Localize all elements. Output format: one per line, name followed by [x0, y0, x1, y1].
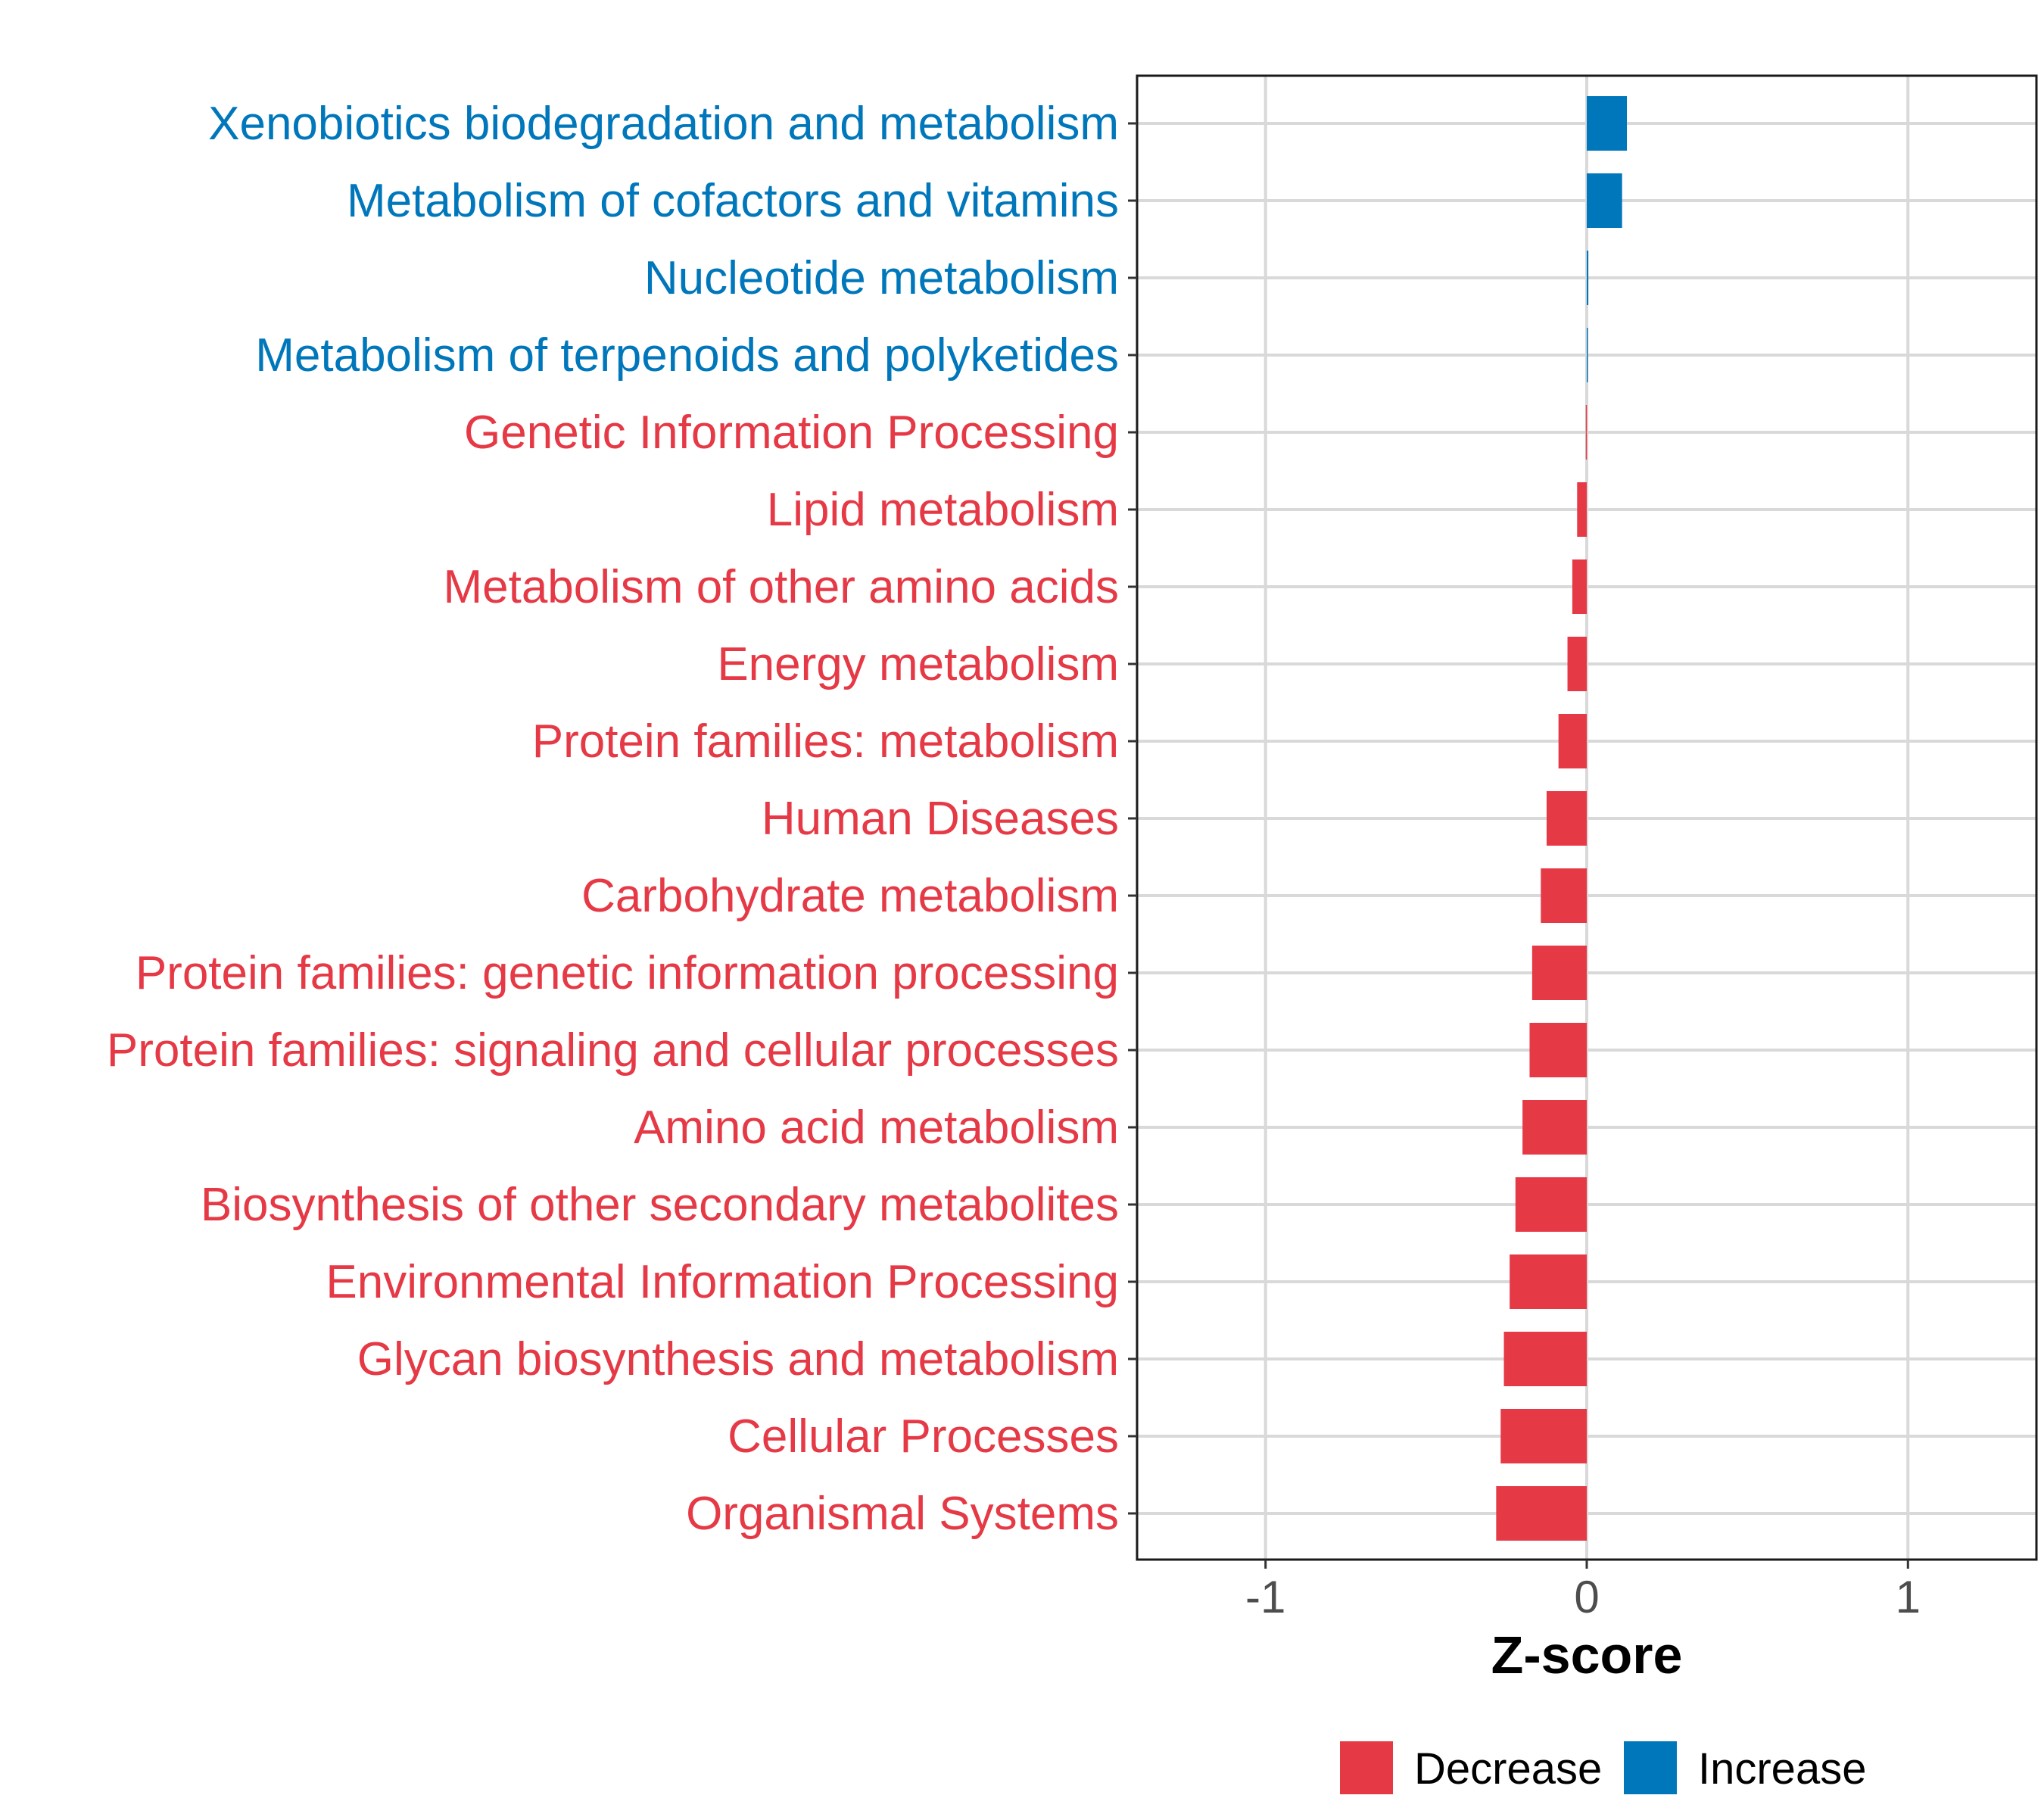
- bar: [1587, 251, 1589, 305]
- legend: Decrease Increase: [1340, 1741, 1866, 1794]
- bar: [1577, 482, 1587, 537]
- category-label: Energy metabolism: [717, 638, 1119, 690]
- x-axis-ticks: [1264, 1560, 1909, 1569]
- bar: [1541, 868, 1587, 923]
- x-tick-label: 0: [1574, 1572, 1599, 1622]
- category-label: Nucleotide metabolism: [644, 252, 1119, 304]
- bar: [1510, 1254, 1587, 1309]
- y-axis-ticks: [1128, 122, 1137, 1515]
- category-label: Metabolism of cofactors and vitamins: [347, 175, 1119, 227]
- bar: [1587, 173, 1622, 228]
- y-axis-labels: Xenobiotics biodegradation and metabolis…: [107, 98, 1119, 1540]
- bar: [1546, 791, 1587, 846]
- bar: [1587, 328, 1588, 382]
- bar: [1500, 1409, 1587, 1463]
- category-label: Xenobiotics biodegradation and metabolis…: [208, 98, 1119, 150]
- category-label: Lipid metabolism: [767, 484, 1119, 536]
- x-tick-label: -1: [1245, 1572, 1285, 1622]
- bar: [1503, 1332, 1587, 1386]
- legend-swatch: [1624, 1741, 1677, 1794]
- category-label: Protein families: genetic information pr…: [136, 947, 1119, 999]
- bars: [1496, 96, 1628, 1541]
- category-label: Protein families: metabolism: [532, 715, 1119, 768]
- bar: [1587, 96, 1628, 151]
- bar: [1496, 1486, 1587, 1541]
- bar: [1531, 946, 1587, 1000]
- category-label: Amino acid metabolism: [634, 1102, 1119, 1154]
- category-label: Metabolism of other amino acids: [443, 561, 1119, 613]
- bar: [1522, 1100, 1587, 1155]
- bar: [1572, 559, 1587, 614]
- bar: [1567, 637, 1587, 691]
- category-label: Environmental Information Processing: [326, 1256, 1119, 1308]
- category-label: Genetic Information Processing: [464, 407, 1119, 459]
- legend-label: Increase: [1698, 1744, 1866, 1794]
- x-tick-label: 1: [1896, 1572, 1921, 1622]
- bar: [1515, 1177, 1587, 1232]
- legend-label: Decrease: [1414, 1744, 1602, 1794]
- bar: [1529, 1023, 1587, 1077]
- category-label: Glycan biosynthesis and metabolism: [357, 1333, 1119, 1385]
- bar: [1585, 405, 1588, 460]
- category-label: Cellular Processes: [728, 1410, 1119, 1463]
- category-label: Biosynthesis of other secondary metaboli…: [201, 1179, 1119, 1231]
- category-label: Organismal Systems: [686, 1488, 1119, 1540]
- legend-swatch: [1340, 1741, 1393, 1794]
- category-label: Human Diseases: [762, 793, 1119, 845]
- category-label: Carbohydrate metabolism: [581, 870, 1119, 922]
- bar: [1558, 714, 1587, 768]
- category-label: Metabolism of terpenoids and polyketides: [255, 329, 1119, 382]
- x-axis-labels: -1 0 1: [1245, 1572, 1921, 1622]
- category-label: Protein families: signaling and cellular…: [107, 1024, 1119, 1077]
- x-axis-title: Z-score: [1491, 1625, 1683, 1685]
